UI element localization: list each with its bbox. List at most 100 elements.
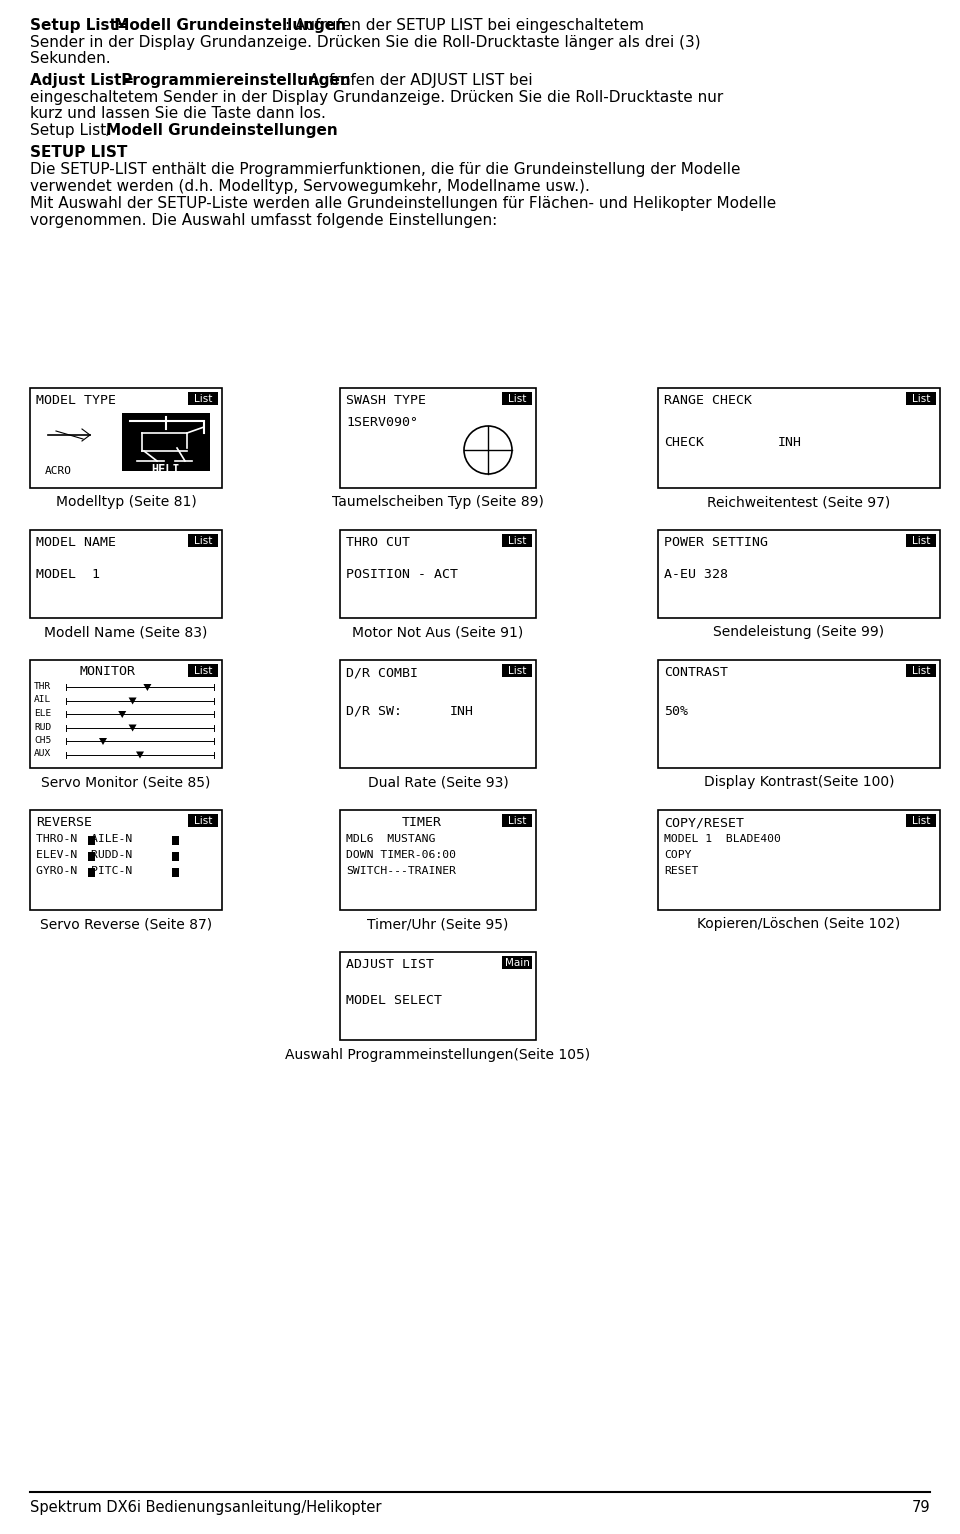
Bar	[30, 388, 222, 488]
Bar	[906, 534, 936, 548]
Text: Main: Main	[505, 957, 529, 968]
Text: eingeschaltetem Sender in der Display Grundanzeige. Drücken Sie die Roll-Druckta: eingeschaltetem Sender in der Display Gr…	[30, 91, 723, 104]
Bar	[30, 660, 222, 769]
Bar	[502, 534, 532, 548]
Text: Servo Reverse (Seite 87): Servo Reverse (Seite 87)	[40, 917, 212, 931]
Polygon shape	[136, 752, 144, 758]
Text: DOWN TIMER-06:00: DOWN TIMER-06:00	[346, 850, 456, 861]
Text: List: List	[194, 394, 212, 403]
Text: List: List	[194, 535, 212, 546]
Bar	[172, 836, 179, 845]
Bar	[502, 393, 532, 405]
Text: ELE: ELE	[34, 709, 51, 718]
Text: CONTRAST: CONTRAST	[664, 666, 728, 680]
Bar	[502, 664, 532, 676]
Text: THRO CUT: THRO CUT	[346, 535, 410, 549]
Bar	[172, 868, 179, 877]
Text: List: List	[912, 666, 930, 675]
Text: MONITOR: MONITOR	[80, 666, 136, 678]
Text: CHECK: CHECK	[664, 436, 704, 449]
Bar	[502, 956, 532, 969]
Text: SWASH TYPE: SWASH TYPE	[346, 394, 426, 407]
Bar	[340, 953, 536, 1040]
Text: List: List	[508, 535, 526, 546]
Text: MDL6  MUSTANG: MDL6 MUSTANG	[346, 834, 436, 844]
Text: List: List	[508, 816, 526, 825]
Bar	[188, 815, 218, 827]
Text: 79: 79	[911, 1500, 930, 1516]
Bar	[88, 836, 95, 845]
Text: Reichweitentest (Seite 97): Reichweitentest (Seite 97)	[708, 495, 891, 509]
Bar	[122, 413, 210, 471]
Text: Sekunden.: Sekunden.	[30, 51, 110, 66]
Text: List: List	[912, 535, 930, 546]
Text: COPY/RESET: COPY/RESET	[664, 816, 744, 828]
Text: MODEL TYPE: MODEL TYPE	[36, 394, 116, 407]
Text: : Aufrufen der ADJUST LIST bei: : Aufrufen der ADJUST LIST bei	[299, 74, 533, 89]
Bar	[88, 851, 95, 861]
Bar	[502, 815, 532, 827]
Text: A-EU 328: A-EU 328	[664, 568, 728, 581]
Text: INH: INH	[778, 436, 802, 449]
Text: RUD: RUD	[34, 723, 51, 732]
Text: MODEL SELECT: MODEL SELECT	[346, 994, 442, 1006]
Text: POWER SETTING: POWER SETTING	[664, 535, 768, 549]
Text: Servo Monitor (Seite 85): Servo Monitor (Seite 85)	[41, 775, 210, 788]
Bar	[658, 531, 940, 618]
Text: List: List	[194, 666, 212, 675]
Text: Programmiereinstellungen: Programmiereinstellungen	[116, 74, 350, 89]
Text: COPY: COPY	[664, 850, 691, 861]
Text: Setup List=: Setup List=	[30, 18, 130, 34]
Text: kurz und lassen Sie die Taste dann los.: kurz und lassen Sie die Taste dann los.	[30, 106, 325, 121]
Bar	[906, 664, 936, 676]
Text: THRO-N  AILE-N: THRO-N AILE-N	[36, 834, 132, 844]
Text: Sender in der Display Grundanzeige. Drücken Sie die Roll-Drucktaste länger als d: Sender in der Display Grundanzeige. Drüc…	[30, 34, 701, 49]
Bar	[188, 393, 218, 405]
Text: Die SETUP-LIST enthält die Programmierfunktionen, die für die Grundeinstellung d: Die SETUP-LIST enthält die Programmierfu…	[30, 163, 740, 176]
Text: HELI: HELI	[152, 463, 180, 476]
Text: AUX: AUX	[34, 750, 51, 758]
Text: Modelltyp (Seite 81): Modelltyp (Seite 81)	[56, 495, 197, 509]
Text: Display Kontrast(Seite 100): Display Kontrast(Seite 100)	[704, 775, 895, 788]
Text: 1SERV090°: 1SERV090°	[346, 416, 418, 430]
Text: Modell Grundeinstellungen: Modell Grundeinstellungen	[106, 123, 338, 138]
Text: Modell Name (Seite 83): Modell Name (Seite 83)	[44, 624, 207, 640]
Text: List: List	[912, 816, 930, 825]
Bar	[340, 531, 536, 618]
Text: REVERSE: REVERSE	[36, 816, 92, 828]
Text: Dual Rate (Seite 93): Dual Rate (Seite 93)	[368, 775, 509, 788]
Bar	[340, 660, 536, 769]
Text: : Aufrufen der SETUP LIST bei eingeschaltetem: : Aufrufen der SETUP LIST bei eingeschal…	[285, 18, 644, 34]
Text: D/R COMBI: D/R COMBI	[346, 666, 418, 680]
Polygon shape	[129, 724, 136, 732]
Bar	[658, 810, 940, 910]
Text: THR: THR	[34, 683, 51, 690]
Text: vorgenommen. Die Auswahl umfasst folgende Einstellungen:: vorgenommen. Die Auswahl umfasst folgend…	[30, 213, 497, 229]
Text: 50%: 50%	[664, 706, 688, 718]
Text: MODEL  1: MODEL 1	[36, 568, 100, 581]
Bar	[658, 388, 940, 488]
Bar	[30, 810, 222, 910]
Text: ACRO: ACRO	[44, 466, 71, 476]
Text: Spektrum DX6i Bedienungsanleitung/Helikopter: Spektrum DX6i Bedienungsanleitung/Heliko…	[30, 1500, 381, 1516]
Text: verwendet werden (d.h. Modelltyp, Servowegumkehr, Modellname usw.).: verwendet werden (d.h. Modelltyp, Servow…	[30, 179, 589, 193]
Polygon shape	[118, 710, 127, 718]
Text: SETUP LIST: SETUP LIST	[30, 146, 128, 160]
Text: Modell Grundeinstellungen: Modell Grundeinstellungen	[109, 18, 346, 34]
Text: Motor Not Aus (Seite 91): Motor Not Aus (Seite 91)	[352, 624, 523, 640]
Text: RANGE CHECK: RANGE CHECK	[664, 394, 752, 407]
Text: AIL: AIL	[34, 695, 51, 704]
Bar	[172, 851, 179, 861]
Bar	[340, 810, 536, 910]
Text: Timer/Uhr (Seite 95): Timer/Uhr (Seite 95)	[368, 917, 509, 931]
Text: TIMER: TIMER	[402, 816, 442, 828]
Text: D/R SW:: D/R SW:	[346, 706, 402, 718]
Text: Setup List/: Setup List/	[30, 123, 111, 138]
Text: CH5: CH5	[34, 736, 51, 746]
Text: Adjust List=: Adjust List=	[30, 74, 134, 89]
Text: Taumelscheiben Typ (Seite 89): Taumelscheiben Typ (Seite 89)	[332, 495, 544, 509]
Bar	[188, 664, 218, 676]
Text: GYRO-N  PITC-N: GYRO-N PITC-N	[36, 867, 132, 876]
Text: MODEL 1  BLADE400: MODEL 1 BLADE400	[664, 834, 780, 844]
Bar	[906, 815, 936, 827]
